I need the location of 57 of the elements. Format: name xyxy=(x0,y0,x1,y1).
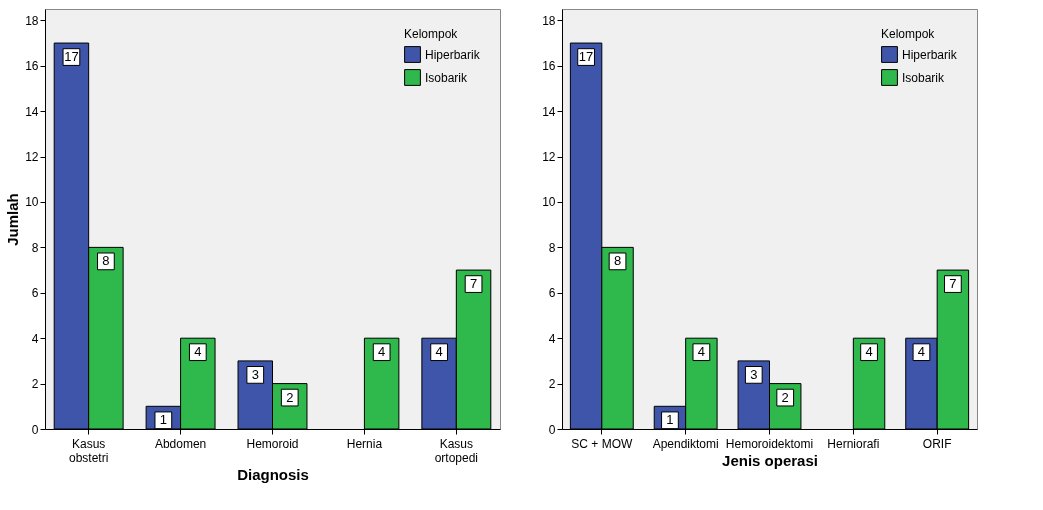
data-label: 2 xyxy=(781,389,789,405)
data-label: 4 xyxy=(378,344,386,360)
data-label: 17 xyxy=(578,49,594,65)
y-tick-label: 2 xyxy=(31,377,39,392)
y-tick-label: 18 xyxy=(542,13,556,28)
y-tick-label: 10 xyxy=(25,195,39,210)
y-tick-label: 6 xyxy=(548,286,556,301)
y-tick-label: 14 xyxy=(25,104,39,119)
y-tick-label: 18 xyxy=(25,13,39,28)
x-axis-title: Diagnosis xyxy=(237,465,309,483)
y-tick-label: 4 xyxy=(548,331,556,346)
y-tick-label: 16 xyxy=(25,59,39,74)
legend-title: Kelompok xyxy=(404,27,459,41)
y-tick-label: 0 xyxy=(548,422,556,437)
data-label: 7 xyxy=(949,276,957,292)
data-label: 8 xyxy=(102,253,110,269)
x-tick-label: Kasus ortopedi xyxy=(434,436,479,465)
data-label: 1 xyxy=(159,412,167,428)
data-label: 4 xyxy=(194,344,202,360)
y-tick-label: 4 xyxy=(31,331,39,346)
y-tick-label: 2 xyxy=(548,377,556,392)
x-tick-label: Hemoroid xyxy=(246,436,299,451)
legend-label: Isobarik xyxy=(902,70,946,85)
y-tick-label: 10 xyxy=(542,195,556,210)
data-label: 4 xyxy=(697,344,705,360)
x-tick-label: Abdomen xyxy=(154,436,207,451)
x-tick-label: SC + MOW xyxy=(571,436,633,451)
y-tick-label: 6 xyxy=(31,286,39,301)
data-label: 8 xyxy=(613,253,622,269)
x-axis-title: Jenis operasi xyxy=(722,451,818,469)
legend-label: Hiperbarik xyxy=(902,47,958,62)
y-tick-label: 12 xyxy=(542,150,556,165)
data-label: 4 xyxy=(435,344,443,360)
x-tick-label: Hernia xyxy=(346,436,383,451)
legend-label: Hiperbarik xyxy=(425,47,481,62)
data-label: 17 xyxy=(64,49,79,65)
legend-title: Kelompok xyxy=(881,27,936,41)
y-tick-label: 8 xyxy=(31,240,39,255)
data-label: 1 xyxy=(666,412,674,428)
y-tick-label: 8 xyxy=(548,240,556,255)
data-label: 7 xyxy=(469,276,478,292)
data-label: 2 xyxy=(286,389,294,405)
data-label: 3 xyxy=(251,366,259,382)
x-tick-label: Apendiktomi xyxy=(652,436,719,451)
y-tick-label: 12 xyxy=(25,150,39,165)
y-axis-title: Jumlah xyxy=(4,193,22,246)
data-label: 4 xyxy=(917,344,926,360)
y-tick-label: 14 xyxy=(542,104,556,119)
legend-label: Isobarik xyxy=(425,70,469,85)
x-tick-label: ORIF xyxy=(922,436,952,451)
x-tick-label: Kasus obstetri xyxy=(68,436,109,465)
x-tick-label: Hemoroidektomi xyxy=(725,436,814,451)
y-tick-label: 0 xyxy=(31,422,39,437)
data-label: 4 xyxy=(865,344,873,360)
y-tick-label: 16 xyxy=(542,59,556,74)
data-label: 3 xyxy=(750,366,758,382)
x-tick-label: Herniorafi xyxy=(827,436,880,451)
